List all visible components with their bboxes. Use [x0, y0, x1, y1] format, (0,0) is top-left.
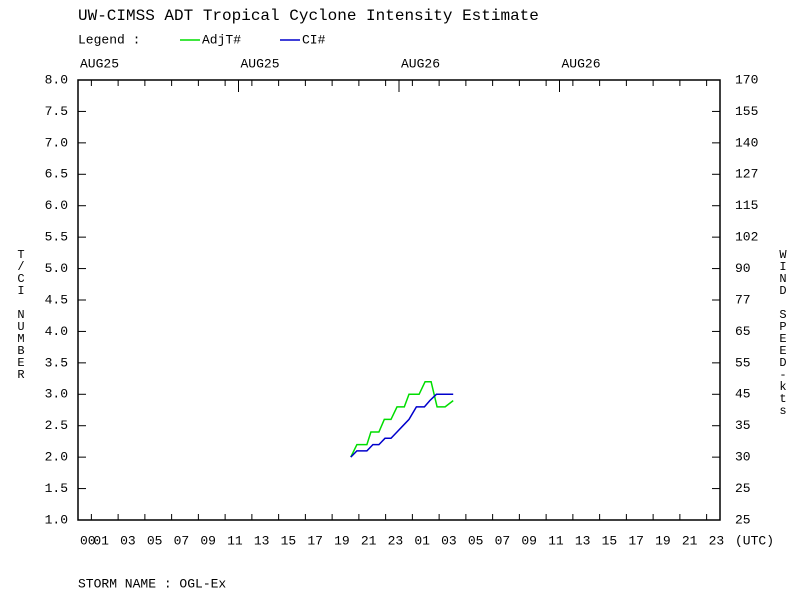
- x-tick-label: 13: [575, 533, 591, 548]
- plot-frame: [77, 79, 721, 521]
- x-tick-label: 09: [200, 533, 216, 548]
- legend-title: Legend :: [78, 32, 140, 47]
- y-axis-label: T/CI NUMBER: [14, 248, 28, 380]
- x-tick-label: 23: [709, 533, 725, 548]
- x-tick-label: 09: [521, 533, 537, 548]
- y-tick-label: 4.5: [45, 292, 68, 307]
- y2-tick-label: 140: [735, 135, 758, 150]
- x-tick-label: 05: [147, 533, 163, 548]
- y2-tick-label: 102: [735, 230, 758, 245]
- legend-label: CI#: [302, 32, 326, 47]
- y2-tick-label: 35: [735, 418, 751, 433]
- y-tick-label: 1.0: [45, 512, 68, 527]
- y-tick-label: 7.5: [45, 104, 68, 119]
- y-tick-label: 4.0: [45, 324, 68, 339]
- date-label: AUG26: [401, 56, 440, 71]
- y2-tick-label: 170: [735, 72, 758, 87]
- x-tick-label: 19: [334, 533, 350, 548]
- y2-tick-label: 45: [735, 387, 751, 402]
- y2-tick-label: 115: [735, 198, 758, 213]
- date-label: AUG25: [241, 56, 280, 71]
- y-tick-label: 3.5: [45, 355, 68, 370]
- x-tick-label: 17: [628, 533, 644, 548]
- y-tick-label: 5.5: [45, 230, 68, 245]
- x-tick-label: 15: [281, 533, 297, 548]
- y2-tick-label: 65: [735, 324, 751, 339]
- x-tick-label: 15: [602, 533, 618, 548]
- y2-tick-label: 127: [735, 167, 758, 182]
- series-line: [350, 393, 454, 458]
- x-tick-label: 17: [307, 533, 323, 548]
- y-tick-label: 3.0: [45, 387, 68, 402]
- x-tick-label: 07: [495, 533, 511, 548]
- x-axis-label: (UTC): [735, 533, 774, 548]
- y2-tick-label: 25: [735, 512, 751, 527]
- y-tick-label: 5.0: [45, 261, 68, 276]
- chart-title: UW-CIMSS ADT Tropical Cyclone Intensity …: [78, 7, 539, 25]
- x-tick-label: 05: [468, 533, 484, 548]
- x-tick-label: 03: [120, 533, 136, 548]
- y-tick-label: 2.0: [45, 450, 68, 465]
- x-tick-label: 13: [254, 533, 270, 548]
- x-tick-label: 19: [655, 533, 671, 548]
- y2-axis-label: WIND SPEED-kts: [776, 248, 790, 416]
- y-tick-label: 7.0: [45, 135, 68, 150]
- legend-label: AdjT#: [202, 32, 241, 47]
- x-tick-label: 01: [414, 533, 430, 548]
- series-line: [350, 380, 454, 458]
- y2-tick-label: 30: [735, 450, 751, 465]
- y-tick-label: 8.0: [45, 72, 68, 87]
- y2-tick-label: 155: [735, 104, 758, 119]
- x-tick-label: 21: [361, 533, 377, 548]
- y-tick-label: 2.5: [45, 418, 68, 433]
- date-label: AUG25: [80, 56, 119, 71]
- y2-tick-label: 77: [735, 292, 751, 307]
- x-tick-label: 11: [548, 533, 564, 548]
- x-tick-label: 21: [682, 533, 698, 548]
- y2-tick-label: 55: [735, 355, 751, 370]
- x-tick-label: 00: [80, 533, 96, 548]
- x-tick-label: 23: [388, 533, 404, 548]
- y2-tick-label: 90: [735, 261, 751, 276]
- y-tick-label: 1.5: [45, 481, 68, 496]
- y-tick-label: 6.0: [45, 198, 68, 213]
- x-tick-label: 03: [441, 533, 457, 548]
- x-tick-label: 11: [227, 533, 243, 548]
- y2-tick-label: 25: [735, 481, 751, 496]
- x-tick-label: 07: [174, 533, 190, 548]
- date-label: AUG26: [562, 56, 601, 71]
- x-tick-label: 01: [93, 533, 109, 548]
- y-tick-label: 6.5: [45, 167, 68, 182]
- footer: STORM NAME : OGL-Ex: [78, 576, 226, 591]
